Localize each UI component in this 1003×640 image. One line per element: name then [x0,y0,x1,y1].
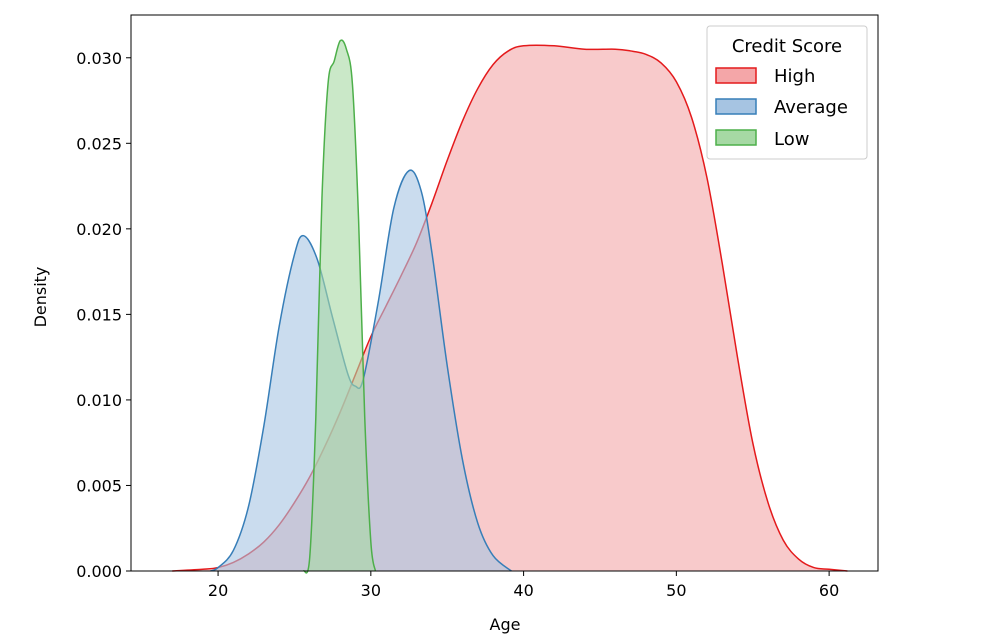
legend: Credit Score High Average Low [706,25,868,160]
x-tick-label: 30 [361,581,381,600]
legend-swatch-low [715,129,757,146]
y-axis: 0.000 0.005 0.010 0.015 0.020 0.025 0.030 [76,49,131,581]
y-tick-label: 0.000 [76,562,122,581]
x-axis: 20 30 40 50 60 [208,571,839,600]
y-tick-label: 0.030 [76,49,122,68]
series-area-average [210,170,512,571]
legend-frame [706,25,868,160]
y-tick-label: 0.025 [76,134,122,153]
x-tick-label: 40 [513,581,533,600]
legend-swatch-high [715,67,757,84]
x-tick-label: 50 [666,581,686,600]
legend-title: Credit Score [732,36,842,57]
y-axis-label: Density [31,267,50,328]
series-layer [172,39,848,574]
x-axis-label: Age [490,615,521,634]
series-line-low [302,39,377,574]
y-tick-label: 0.020 [76,220,122,239]
x-tick-label: 20 [208,581,228,600]
legend-label-average: Average [774,97,848,118]
y-tick-label: 0.010 [76,391,122,410]
legend-label-high: High [774,66,815,87]
legend-label-low: Low [774,129,809,150]
legend-swatch-average [715,98,757,115]
y-tick-label: 0.015 [76,305,122,324]
series-area-low [303,40,376,573]
x-tick-label: 60 [819,581,839,600]
y-tick-label: 0.005 [76,476,122,495]
plot-area-frame [130,14,879,572]
